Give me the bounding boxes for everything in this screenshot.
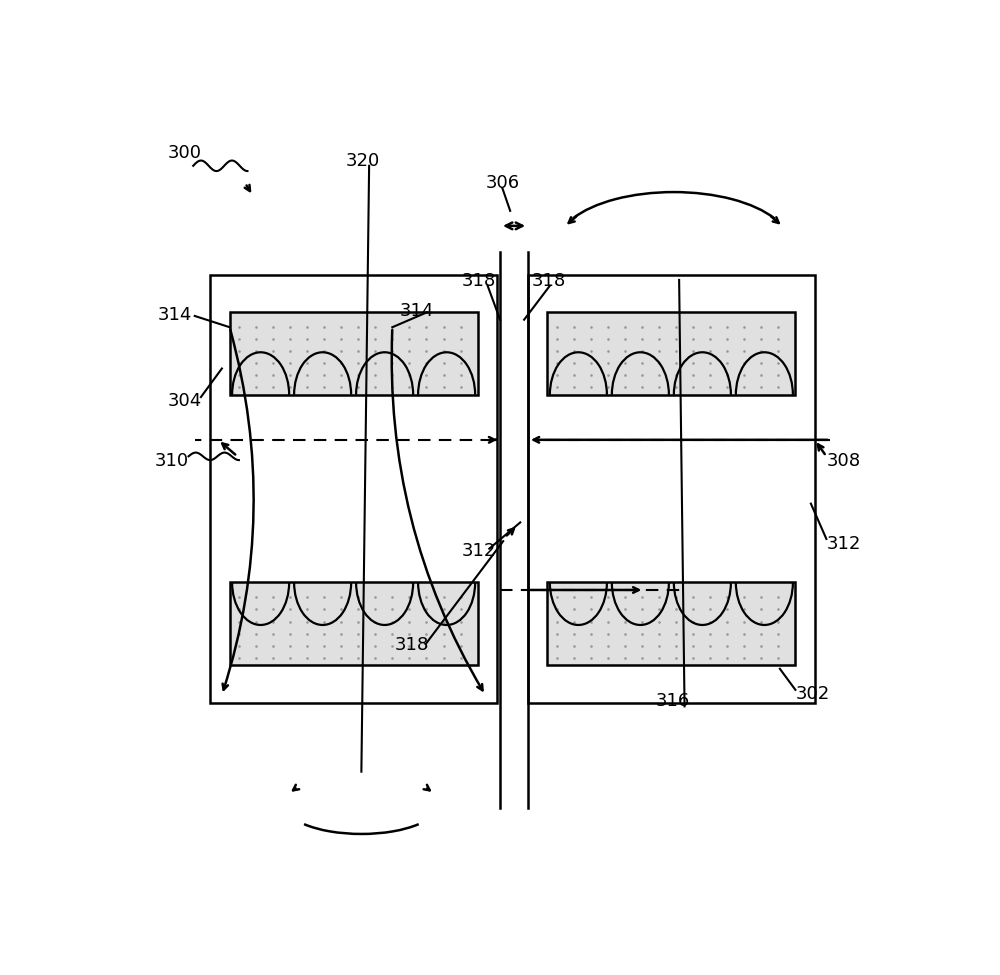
Text: 312: 312 xyxy=(462,542,496,561)
Bar xyxy=(230,312,478,395)
Text: 318: 318 xyxy=(462,272,496,290)
Bar xyxy=(230,312,478,395)
Text: 316: 316 xyxy=(656,692,690,711)
Text: 304: 304 xyxy=(168,392,202,410)
Text: 318: 318 xyxy=(532,272,566,290)
Text: 308: 308 xyxy=(826,452,860,470)
Text: 310: 310 xyxy=(154,452,189,470)
Bar xyxy=(528,275,815,703)
Bar xyxy=(210,275,497,703)
Bar xyxy=(547,582,795,665)
Text: 318: 318 xyxy=(395,636,429,654)
Text: 306: 306 xyxy=(485,175,520,192)
Bar xyxy=(547,312,795,395)
Text: 314: 314 xyxy=(400,302,434,320)
Text: 312: 312 xyxy=(826,534,861,553)
Bar xyxy=(230,582,478,665)
Text: 314: 314 xyxy=(158,306,192,324)
Bar xyxy=(547,582,795,665)
Bar xyxy=(547,312,795,395)
Text: 300: 300 xyxy=(168,144,202,162)
Text: 302: 302 xyxy=(795,684,830,703)
Text: 320: 320 xyxy=(346,152,380,170)
Bar xyxy=(230,582,478,665)
